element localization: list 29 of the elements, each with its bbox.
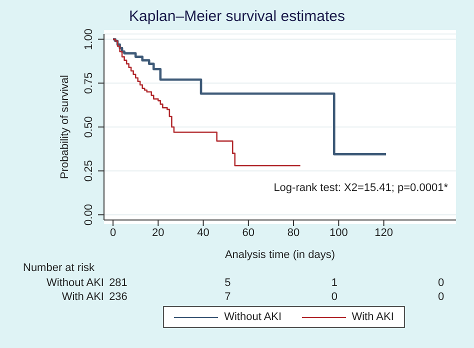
legend-label: With AKI <box>352 311 394 323</box>
text: With AKI <box>62 291 104 303</box>
x-tick-label: 20 <box>152 226 164 239</box>
y-tick-label: 0.00 <box>83 204 95 226</box>
x-tick-label: 80 <box>287 226 300 239</box>
chart-title: Kaplan–Meier survival estimates <box>128 8 346 25</box>
text: 281 <box>109 277 128 289</box>
y-axis-title: Probability of survival <box>58 75 71 179</box>
x-axis-title: Analysis time (in days) <box>224 249 336 261</box>
text: 5 <box>224 277 232 289</box>
x-tick-label: 60 <box>242 226 255 239</box>
text: 1 <box>330 277 338 289</box>
x-tick-label: 120 <box>374 226 393 239</box>
text: 0 <box>437 277 446 289</box>
y-tick-label: 1.00 <box>83 28 95 50</box>
text: Without AKI <box>46 277 104 289</box>
text: 0 <box>330 291 338 303</box>
x-tick-label: 0 <box>110 226 116 239</box>
text: 0 <box>437 291 446 303</box>
text: Number at risk <box>23 262 95 274</box>
y-tick-label: 0.50 <box>83 116 95 138</box>
y-tick-label: 0.75 <box>83 72 95 94</box>
annotation: Log-rank test: X2=15.41; p=0.0001* <box>274 182 448 194</box>
legend-label: Without AKI <box>224 311 282 323</box>
text: 236 <box>109 291 128 303</box>
text: 7 <box>224 291 232 303</box>
y-tick-label: 0.25 <box>83 160 95 182</box>
x-tick-label: 100 <box>329 226 348 239</box>
x-tick-label: 40 <box>197 226 210 239</box>
